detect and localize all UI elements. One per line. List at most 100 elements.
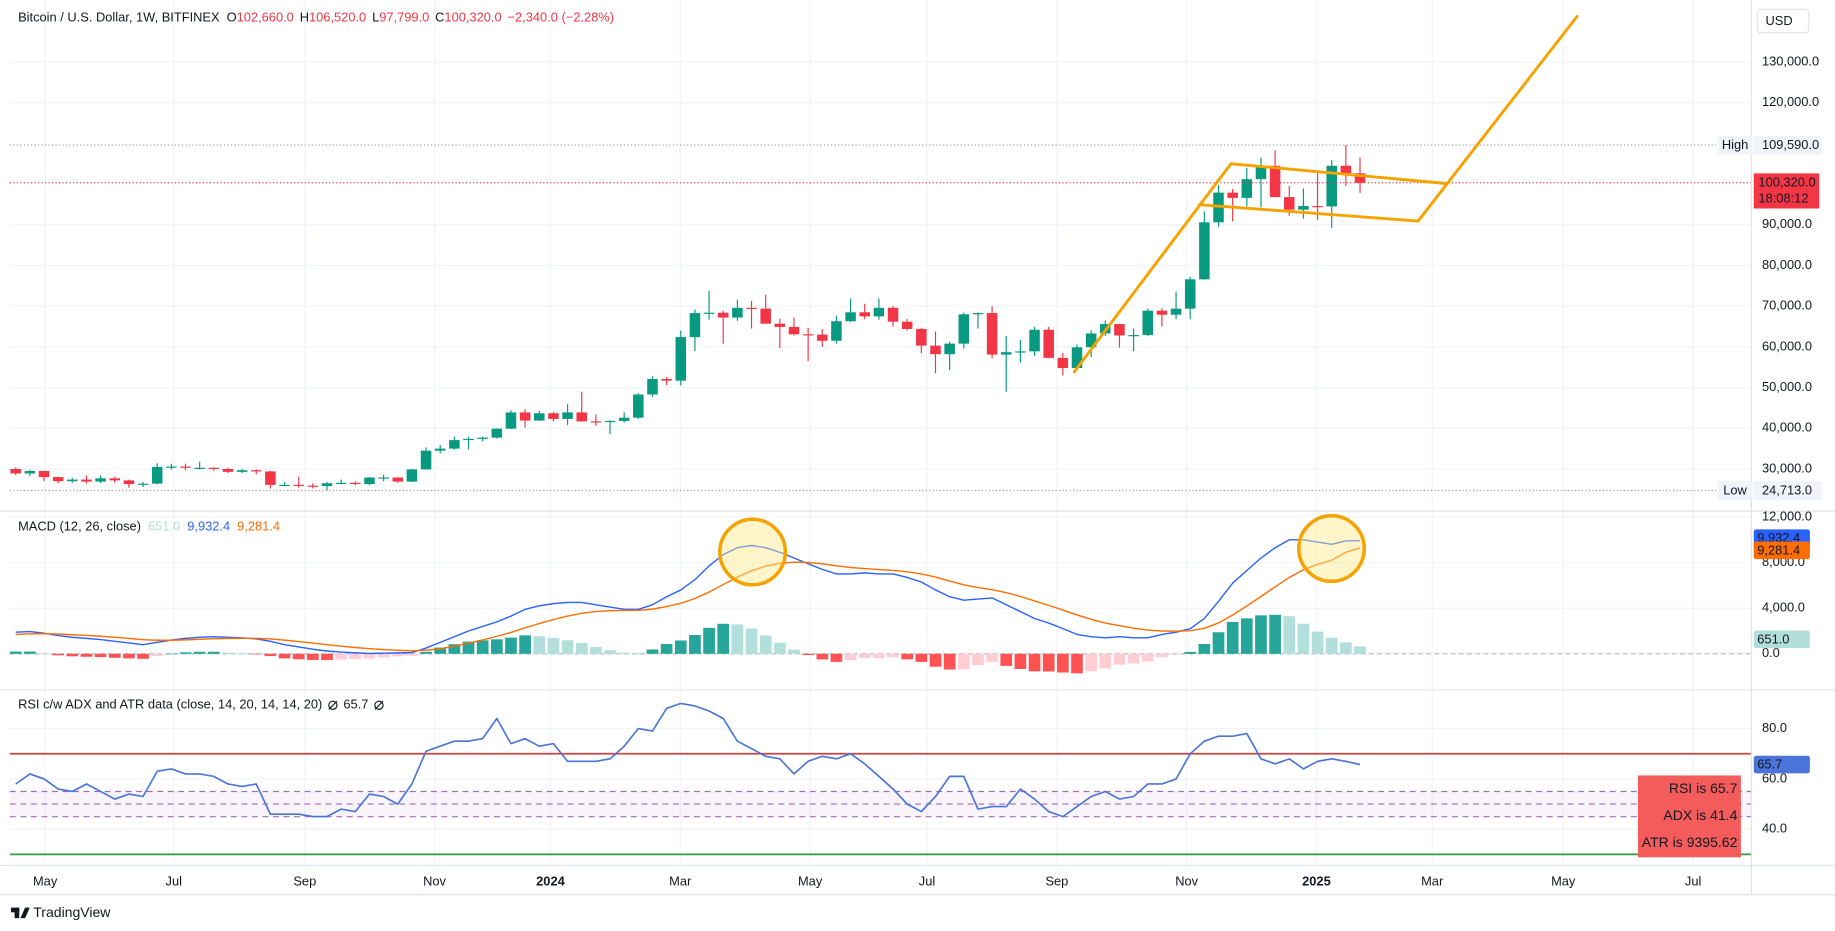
x-tick-label: 2025	[1302, 873, 1331, 888]
range-marker-value: 109,590.0	[1762, 137, 1819, 152]
x-tick-label: May	[33, 873, 58, 888]
y-tick-label: 80,000.0	[1762, 257, 1812, 272]
candle-body	[279, 484, 290, 487]
histogram-last-value: 651.0	[1757, 631, 1789, 646]
candle-body	[1128, 335, 1139, 337]
candle-body	[505, 412, 517, 429]
candle-body	[350, 482, 361, 485]
histogram-bar	[1212, 632, 1225, 654]
histogram-bar	[321, 653, 333, 661]
candle-body	[817, 334, 828, 341]
candle-body	[1241, 179, 1253, 198]
histogram-bar	[703, 627, 715, 654]
y-tick-label: 12,000.0	[1762, 508, 1812, 523]
histogram-bar	[52, 653, 64, 656]
candle-body	[689, 313, 701, 338]
candle-body	[1085, 333, 1097, 348]
histogram-bar	[462, 641, 475, 654]
histogram-bar	[901, 653, 914, 660]
candle-body	[519, 412, 531, 421]
x-tick-label: 2024	[536, 873, 565, 888]
labels-layer: May Jul Sep Nov 2024 Mar May Jul Sep Nov 2025 Mar Ma…	[18, 8, 1822, 888]
candle-body	[364, 477, 375, 485]
candle-body	[180, 466, 191, 468]
histogram-bar	[632, 652, 645, 654]
candle-body	[10, 468, 21, 474]
histogram-bar	[816, 653, 829, 660]
histogram-bar	[858, 653, 871, 659]
candle-body	[123, 480, 135, 485]
series-last-value: 9,932.4	[1757, 530, 1800, 545]
histogram-bar	[590, 646, 602, 654]
histogram-bar	[406, 653, 418, 656]
x-tick-label: Mar	[1421, 873, 1444, 888]
candle-body	[109, 478, 121, 481]
candle-body	[38, 471, 50, 478]
candle-body	[335, 482, 347, 484]
candle-body	[1184, 279, 1196, 309]
note: ATR is 9395.62	[1642, 834, 1738, 850]
candle-body	[1015, 351, 1026, 353]
candle-body	[1340, 165, 1352, 174]
candle-body	[420, 450, 432, 470]
histogram-bar	[1297, 623, 1310, 654]
histogram-bar	[1099, 653, 1112, 669]
candle-body	[548, 413, 559, 419]
rsi-line	[15, 702, 1361, 818]
histogram-bar	[1028, 653, 1041, 672]
candle-body	[802, 334, 814, 336]
histogram-bar	[391, 653, 404, 657]
change-value: −2,340.0 (−2.28%)	[508, 10, 615, 25]
ohlc-key: C	[435, 10, 444, 25]
histogram-bar	[9, 651, 22, 654]
candle-body	[1227, 192, 1238, 198]
visibility-icon	[328, 700, 338, 710]
candle-body	[265, 471, 276, 485]
histogram-bar	[1283, 616, 1296, 654]
candle-body	[250, 470, 262, 472]
candle-body	[449, 440, 460, 449]
histogram-bar	[1354, 646, 1366, 654]
ohlc-key: H	[300, 10, 309, 25]
histogram-bar	[957, 653, 970, 670]
histogram-bar	[1014, 653, 1027, 669]
band-fill	[9, 791, 1752, 817]
candle-body	[873, 307, 885, 317]
candle-body	[1142, 310, 1154, 336]
y-tick-label: 30,000.0	[1762, 460, 1812, 475]
candle-body	[166, 466, 177, 468]
x-tick-label: Nov	[1175, 873, 1198, 888]
y-tick-label: 80.0	[1762, 720, 1787, 735]
histogram-bar	[731, 624, 744, 654]
histogram-bar	[335, 653, 348, 660]
histogram-bar	[533, 636, 546, 654]
candle-body	[491, 428, 503, 438]
histogram-bar	[165, 653, 178, 655]
candle-body	[788, 326, 800, 335]
note: RSI is 65.7	[1669, 780, 1738, 796]
visibility-icon	[328, 700, 338, 710]
x-tick-label: Jul	[1685, 873, 1701, 888]
histogram-bar	[307, 653, 319, 660]
flag-upper-line	[1072, 162, 1449, 374]
histogram-bar	[222, 652, 234, 654]
candle-body	[633, 394, 644, 418]
y-tick-label: 60,000.0	[1762, 338, 1812, 353]
candle-body	[321, 483, 333, 487]
pane-legend: MACD (12, 26, close) 651.0 9,932.4 9,281.4	[18, 519, 280, 534]
visibility-icon	[374, 700, 384, 710]
histogram-bar	[519, 635, 531, 654]
candle-body	[1071, 347, 1083, 369]
histogram-bar	[1269, 614, 1281, 654]
histogram-bar	[292, 653, 305, 660]
candle-body	[661, 379, 672, 381]
range-marker-tag	[1717, 135, 1753, 155]
histogram-bar	[972, 653, 984, 666]
candle-body	[378, 477, 389, 479]
x-tick-label: Mar	[669, 873, 692, 888]
candle-body	[1199, 222, 1210, 280]
candle-body	[392, 477, 404, 482]
candle-body	[944, 343, 955, 355]
pane-title: RSI c/w ADX and ATR data (close, 14, 20,…	[18, 697, 322, 712]
